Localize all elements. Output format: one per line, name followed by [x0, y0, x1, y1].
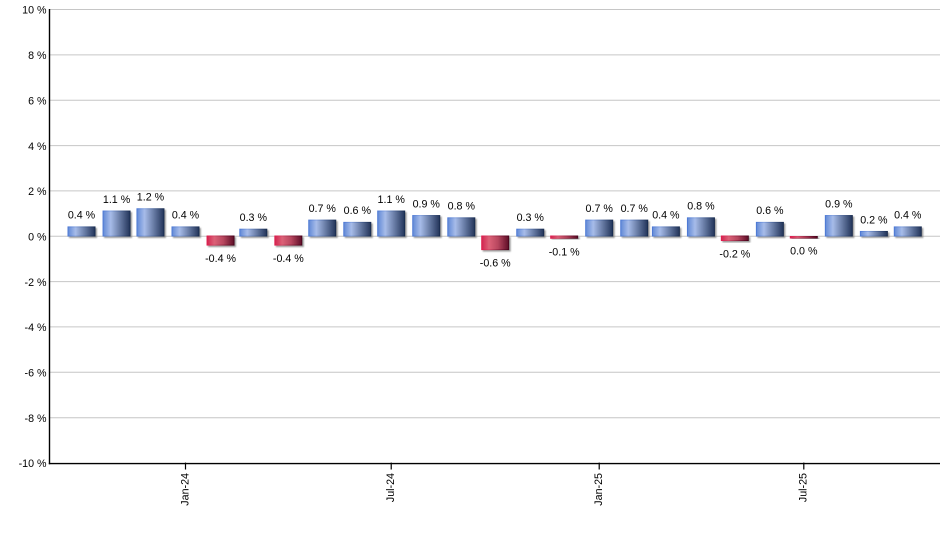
svg-text:Jan-25: Jan-25: [593, 473, 605, 506]
svg-text:0.7 %: 0.7 %: [621, 203, 649, 215]
svg-text:0.9 %: 0.9 %: [825, 198, 853, 210]
svg-text:-8 %: -8 %: [25, 413, 47, 425]
svg-text:10 %: 10 %: [22, 5, 47, 17]
svg-text:0.4 %: 0.4 %: [68, 210, 96, 222]
svg-text:Jul-24: Jul-24: [385, 473, 397, 502]
svg-text:8 %: 8 %: [28, 50, 47, 62]
svg-text:-4 %: -4 %: [25, 322, 47, 334]
svg-text:1.2 %: 1.2 %: [137, 192, 165, 204]
svg-text:0.6 %: 0.6 %: [344, 205, 372, 217]
svg-text:0.4 %: 0.4 %: [172, 210, 200, 222]
svg-text:0.2 %: 0.2 %: [860, 214, 888, 226]
svg-text:1.1 %: 1.1 %: [103, 194, 131, 206]
svg-text:0.0 %: 0.0 %: [790, 245, 818, 257]
svg-text:-0.4 %: -0.4 %: [273, 253, 304, 265]
svg-text:6 %: 6 %: [28, 95, 47, 107]
svg-text:0.9 %: 0.9 %: [413, 198, 441, 210]
svg-text:0.8 %: 0.8 %: [687, 201, 715, 213]
svg-text:0.7 %: 0.7 %: [586, 203, 614, 215]
svg-text:Jul-25: Jul-25: [798, 473, 810, 502]
svg-text:-10 %: -10 %: [19, 458, 47, 470]
svg-text:0.6 %: 0.6 %: [756, 205, 784, 217]
svg-text:0.3 %: 0.3 %: [517, 212, 545, 224]
svg-text:-2 %: -2 %: [25, 277, 47, 289]
svg-text:0.4 %: 0.4 %: [894, 210, 922, 222]
svg-text:-0.4 %: -0.4 %: [205, 253, 236, 265]
svg-text:1.1 %: 1.1 %: [378, 194, 406, 206]
svg-text:2 %: 2 %: [28, 186, 47, 198]
svg-text:0.7 %: 0.7 %: [309, 203, 337, 215]
svg-text:-0.1 %: -0.1 %: [549, 246, 580, 258]
svg-text:0.3 %: 0.3 %: [240, 212, 268, 224]
svg-text:-0.2 %: -0.2 %: [719, 249, 750, 261]
svg-text:0.4 %: 0.4 %: [652, 210, 680, 222]
svg-text:-6 %: -6 %: [25, 368, 47, 380]
svg-text:-0.6 %: -0.6 %: [480, 258, 511, 270]
svg-text:0.8 %: 0.8 %: [448, 201, 476, 213]
svg-text:0 %: 0 %: [28, 231, 47, 243]
svg-text:Jan-24: Jan-24: [179, 473, 191, 506]
svg-text:4 %: 4 %: [28, 141, 47, 153]
